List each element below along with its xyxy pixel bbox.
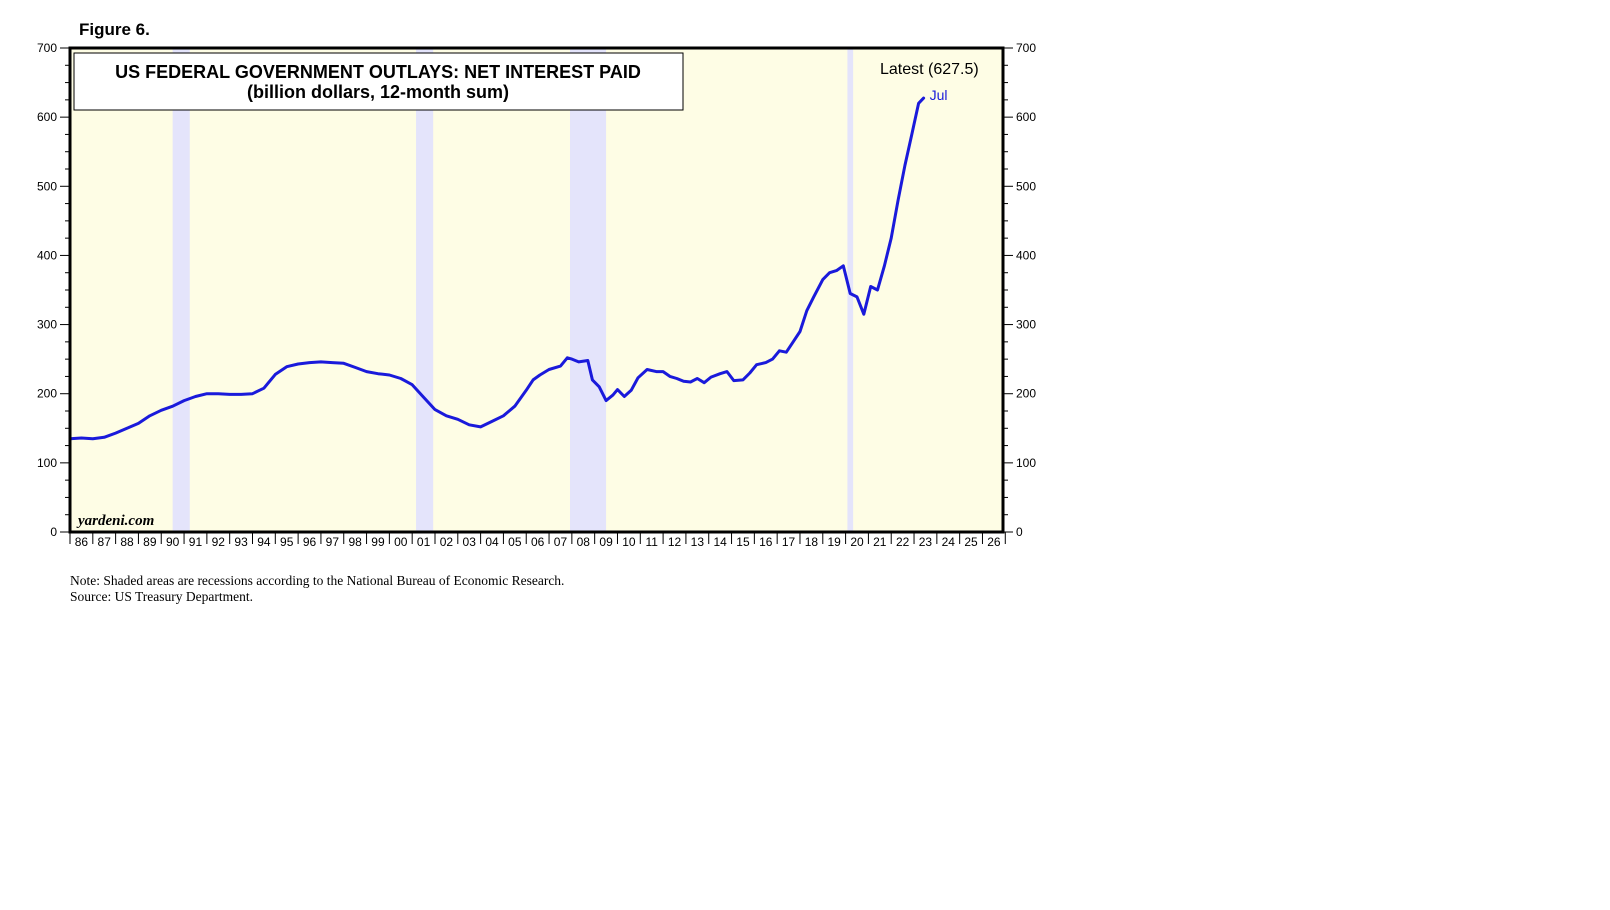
x-tick-label: 06 xyxy=(531,535,545,549)
x-tick-label: 16 xyxy=(759,535,773,549)
x-tick-label: 19 xyxy=(828,535,842,549)
x-tick-label: 90 xyxy=(166,535,180,549)
y-tick-label-right: 100 xyxy=(1016,456,1036,470)
x-tick-label: 98 xyxy=(348,535,362,549)
x-tick-label: 95 xyxy=(280,535,294,549)
x-tick-label: 88 xyxy=(120,535,134,549)
chart-title: US FEDERAL GOVERNMENT OUTLAYS: NET INTER… xyxy=(115,62,641,82)
x-tick-label: 10 xyxy=(622,535,636,549)
x-tick-label: 89 xyxy=(143,535,157,549)
recession-band xyxy=(570,48,607,532)
x-tick-label: 02 xyxy=(440,535,454,549)
y-tick-label-right: 600 xyxy=(1016,110,1036,124)
title-box xyxy=(73,52,684,111)
x-tick-label: 23 xyxy=(919,535,933,549)
x-tick-label: 18 xyxy=(805,535,819,549)
x-tick-label: 08 xyxy=(577,535,591,549)
y-tick-label-left: 100 xyxy=(37,456,57,470)
y-tick-label-right: 400 xyxy=(1016,248,1036,262)
x-tick-label: 25 xyxy=(964,535,978,549)
note-line: Note: Shaded areas are recessions accord… xyxy=(70,573,564,588)
x-tick-label: 91 xyxy=(189,535,203,549)
plot-frame xyxy=(68,46,1005,534)
y-tick-label-left: 200 xyxy=(37,387,57,401)
series-line xyxy=(68,96,926,441)
x-tick-label: 09 xyxy=(599,535,613,549)
x-tick-label: 07 xyxy=(554,535,568,549)
x-tick-label: 13 xyxy=(691,535,705,549)
x-tick-label: 21 xyxy=(873,535,887,549)
x-tick-label: 87 xyxy=(98,535,112,549)
x-tick-label: 93 xyxy=(234,535,248,549)
x-tick-label: 20 xyxy=(850,535,864,549)
x-tick-label: 99 xyxy=(371,535,385,549)
x-tick-label: 22 xyxy=(896,535,910,549)
x-tick-label: 97 xyxy=(326,535,340,549)
x-tick-label: 00 xyxy=(394,535,408,549)
x-tick-label: 05 xyxy=(508,535,522,549)
y-tick-label-right: 300 xyxy=(1016,318,1036,332)
x-tick-label: 17 xyxy=(782,535,796,549)
y-tick-label-left: 400 xyxy=(37,248,57,262)
x-tick-label: 26 xyxy=(987,535,1001,549)
chart-subtitle: (billion dollars, 12-month sum) xyxy=(247,82,509,102)
figure-label: Figure 6. xyxy=(79,20,150,39)
x-tick-label: 92 xyxy=(212,535,226,549)
latest-month-label: Jul xyxy=(930,87,948,103)
x-tick-label: 15 xyxy=(736,535,750,549)
brand-label: yardeni.com xyxy=(76,513,154,529)
x-tick-label: 04 xyxy=(485,535,499,549)
y-tick-label-left: 700 xyxy=(37,41,57,55)
x-tick-label: 96 xyxy=(303,535,317,549)
x-tick-label: 14 xyxy=(713,535,727,549)
y-tick-label-right: 500 xyxy=(1016,179,1036,193)
y-tick-label-right: 0 xyxy=(1016,525,1023,539)
x-tick-label: 01 xyxy=(417,535,431,549)
y-tick-label-left: 600 xyxy=(37,110,57,124)
x-tick-label: 94 xyxy=(257,535,271,549)
x-tick-label: 24 xyxy=(942,535,956,549)
y-tick-label-left: 300 xyxy=(37,318,57,332)
y-tick-label-right: 200 xyxy=(1016,387,1036,401)
x-tick-label: 03 xyxy=(463,535,477,549)
latest-label: Latest (627.5) xyxy=(880,61,979,78)
source-line: Source: US Treasury Department. xyxy=(70,589,253,604)
y-tick-label-right: 700 xyxy=(1016,41,1036,55)
x-tick-label: 12 xyxy=(668,535,682,549)
recession-band xyxy=(172,48,190,532)
x-tick-label: 86 xyxy=(75,535,89,549)
y-tick-label-left: 500 xyxy=(37,179,57,193)
x-tick-label: 11 xyxy=(645,535,658,549)
plot-background xyxy=(70,48,1003,532)
y-tick-label-left: 0 xyxy=(50,525,57,539)
recession-band xyxy=(416,48,434,532)
